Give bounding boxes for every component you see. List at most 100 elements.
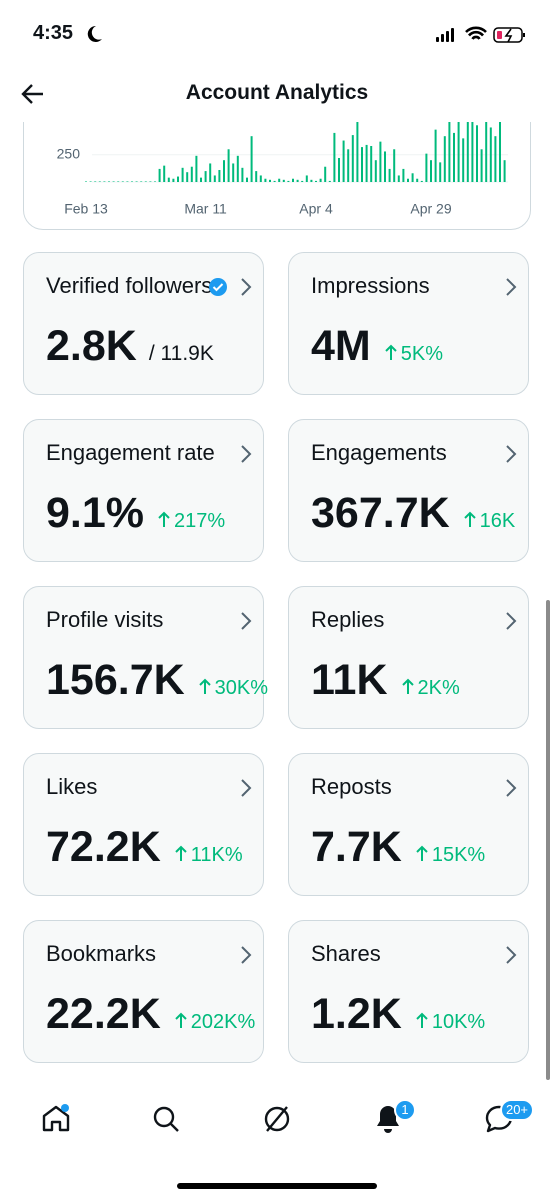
chevron: [504, 444, 518, 469]
card-value-row: 72.2K 11K%: [46, 822, 243, 872]
bar: [200, 177, 202, 182]
card-change: 15K%: [416, 844, 485, 867]
bar: [195, 155, 198, 182]
bar: [117, 181, 120, 182]
bar: [213, 175, 216, 182]
card-value-row: 11K 2K%: [311, 655, 460, 705]
card-label: Likes: [46, 774, 98, 799]
x-tick-label: Feb 13: [64, 201, 108, 217]
bar: [402, 168, 405, 182]
bar: [163, 165, 166, 182]
card-change: 10K%: [416, 1011, 485, 1034]
change-value: 11K%: [190, 844, 243, 866]
bar: [85, 181, 87, 182]
card-label: Shares: [311, 941, 381, 966]
bar: [94, 181, 97, 182]
bar: [103, 181, 106, 182]
grok-tab[interactable]: [261, 1103, 293, 1135]
metric-card[interactable]: Reposts 7.7K 15K%: [288, 753, 529, 896]
bar: [186, 172, 189, 182]
bar: [89, 181, 92, 182]
bar: [167, 177, 170, 182]
card-change: 16K: [463, 510, 516, 533]
bar: [397, 175, 400, 182]
y-tick-label: 250: [57, 145, 81, 161]
card-value: 156.7K: [46, 656, 185, 704]
metric-card[interactable]: Replies 11K 2K%: [288, 586, 529, 729]
change-value: 30K%: [214, 677, 269, 699]
card-value-row: 9.1% 217%: [46, 488, 225, 538]
top-bar: 4:35 Account Analytics: [0, 0, 554, 122]
bar: [471, 116, 474, 182]
bar: [181, 167, 184, 182]
bar: [158, 168, 161, 182]
bar: [448, 116, 451, 182]
bar: [144, 181, 147, 182]
metric-card[interactable]: Bookmarks 22.2K 202K%: [23, 920, 264, 1063]
x-tick-label: Apr 29: [410, 201, 451, 217]
bar: [250, 136, 253, 182]
bar: [489, 127, 492, 182]
home-indicator: [177, 1183, 377, 1189]
bar: [499, 118, 501, 182]
metric-card[interactable]: Profile visits 156.7K 30K%: [23, 586, 268, 729]
change-value: 15K%: [431, 844, 486, 866]
card-value: 7.7K: [311, 823, 402, 871]
bottom-nav: 1 20+: [0, 1085, 554, 1199]
bar: [420, 180, 423, 182]
card-value: 4M: [311, 322, 371, 370]
bar: [407, 178, 409, 182]
bar: [282, 179, 285, 182]
chevron: [504, 611, 518, 636]
status-icons: [436, 26, 525, 43]
bar: [246, 177, 248, 182]
change-value: 5K%: [400, 343, 443, 365]
bar: [135, 181, 138, 182]
messages-badge: 20+: [500, 1099, 534, 1121]
chevron: [239, 778, 253, 803]
bar: [264, 178, 267, 182]
notifications-tab[interactable]: [372, 1103, 404, 1135]
card-value: 72.2K: [46, 823, 161, 871]
bar: [121, 181, 124, 182]
bar: [324, 166, 327, 182]
chevron: [239, 277, 253, 302]
card-total: / 11.9K: [148, 342, 214, 365]
bar: [384, 151, 386, 182]
metric-card[interactable]: Impressions 4M 5K%: [288, 252, 529, 395]
change-value: 10K%: [431, 1011, 486, 1033]
scrollbar: [546, 600, 550, 1080]
bar: [209, 163, 212, 182]
change-value: 16K: [479, 510, 516, 532]
bar: [365, 144, 368, 182]
bar: [453, 132, 455, 182]
card-change: 30K%: [198, 677, 269, 700]
back-button[interactable]: [20, 82, 46, 106]
page-title: Account Analytics: [185, 81, 369, 104]
bar: [476, 125, 478, 182]
bar: [347, 149, 350, 182]
card-value: 11K: [311, 656, 388, 704]
search-tab[interactable]: [150, 1103, 182, 1135]
chevron: [239, 945, 253, 970]
bar: [328, 180, 331, 182]
metric-card[interactable]: Verified followers 2.8K / 11.9K: [23, 252, 264, 395]
chevron: [239, 444, 253, 469]
home-tab[interactable]: [40, 1103, 72, 1135]
bar: [342, 140, 345, 182]
metric-card[interactable]: Engagement rate 9.1% 217%: [23, 419, 264, 562]
bar: [236, 155, 239, 182]
bar: [494, 136, 497, 182]
metric-card[interactable]: Shares 1.2K 10K%: [288, 920, 529, 1063]
bar: [425, 153, 428, 182]
card-label: Bookmarks: [46, 941, 157, 966]
card-change: 217%: [158, 510, 225, 533]
bar: [480, 149, 483, 182]
metric-card[interactable]: Likes 72.2K 11K%: [23, 753, 264, 896]
bar: [278, 178, 281, 182]
x-tick-label: Mar 11: [184, 201, 227, 217]
bar: [457, 116, 460, 182]
card-value-row: 367.7K 16K: [311, 488, 515, 538]
metric-card[interactable]: Engagements 367.7K 16K: [288, 419, 529, 562]
